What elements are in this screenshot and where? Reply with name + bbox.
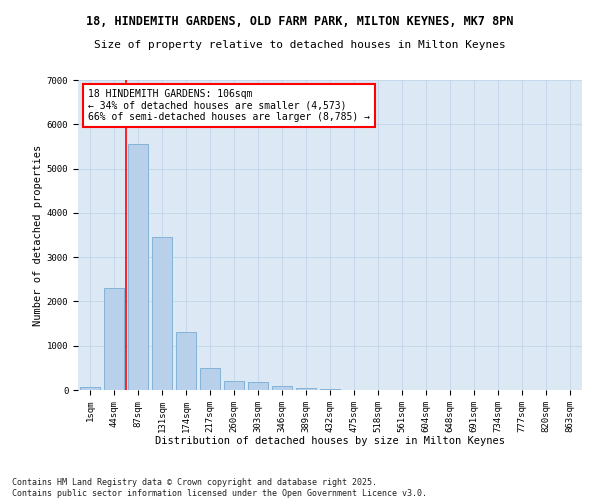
Bar [272, 386, 292, 390]
Bar [128, 144, 148, 390]
Text: 18 HINDEMITH GARDENS: 106sqm
← 34% of detached houses are smaller (4,573)
66% of: 18 HINDEMITH GARDENS: 106sqm ← 34% of de… [88, 90, 370, 122]
Bar [296, 388, 316, 390]
Text: Contains HM Land Registry data © Crown copyright and database right 2025.
Contai: Contains HM Land Registry data © Crown c… [12, 478, 427, 498]
Bar [224, 380, 244, 390]
X-axis label: Distribution of detached houses by size in Milton Keynes: Distribution of detached houses by size … [155, 436, 505, 446]
Bar [80, 387, 100, 390]
Bar [200, 368, 220, 390]
Bar [248, 382, 268, 390]
Bar [176, 332, 196, 390]
Text: 18, HINDEMITH GARDENS, OLD FARM PARK, MILTON KEYNES, MK7 8PN: 18, HINDEMITH GARDENS, OLD FARM PARK, MI… [86, 15, 514, 28]
Bar [152, 237, 172, 390]
Y-axis label: Number of detached properties: Number of detached properties [32, 144, 43, 326]
Text: Size of property relative to detached houses in Milton Keynes: Size of property relative to detached ho… [94, 40, 506, 50]
Bar [320, 388, 340, 390]
Bar [104, 288, 124, 390]
